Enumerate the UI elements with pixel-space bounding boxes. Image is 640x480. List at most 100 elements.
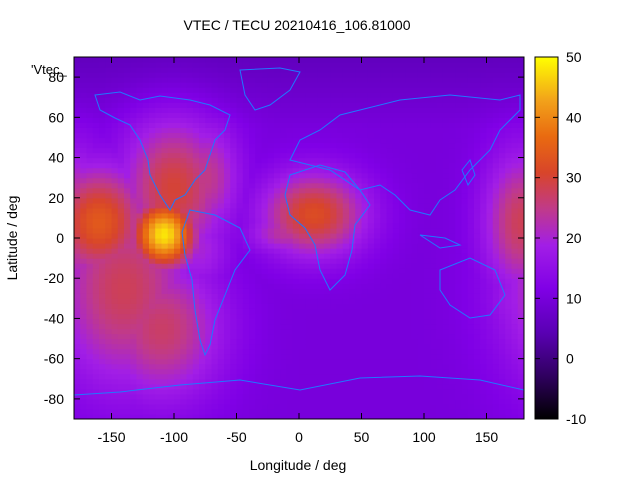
heat-cell [211,77,219,83]
heat-cell [492,353,500,360]
heat-cell [305,152,313,159]
heat-cell [236,77,244,83]
heat-cell [224,338,231,345]
heat-cell [142,383,150,390]
heat-cell [167,378,175,385]
heat-cell [467,243,475,249]
heat-cell [367,323,375,330]
heat-cell [299,388,306,395]
heat-cell [255,373,263,380]
heat-cell [155,363,163,370]
heat-cell [330,72,338,78]
heat-cell [130,207,138,214]
heat-cell [180,162,188,169]
heat-cell [211,202,219,209]
heat-cell [505,288,513,294]
heat-cell [111,378,119,385]
heat-cell [292,288,300,294]
heat-cell [380,358,388,365]
heat-cell [142,187,150,194]
heat-cell [442,212,450,219]
heat-cell [417,328,425,335]
heat-cell [155,162,163,169]
heat-cell [486,413,494,419]
heat-cell [117,358,125,365]
heat-cell [217,137,225,144]
heat-cell [249,82,256,88]
heat-cell [430,67,438,73]
heat-cell [92,232,100,239]
heat-cell [299,383,306,390]
heat-cell [430,77,438,83]
heat-cell [367,117,375,123]
heat-cell [411,122,419,128]
heat-cell [167,358,175,365]
heat-cell [286,248,294,254]
heat-cell [299,258,306,264]
heat-cell [211,343,219,350]
heat-cell [86,373,94,380]
heat-cell [499,323,506,330]
heat-cell [211,57,219,63]
heat-cell [124,298,131,304]
heat-cell [311,112,319,118]
heat-cell [411,268,419,274]
heat-cell [317,222,325,229]
heat-cell [174,328,181,335]
heat-cell [249,112,256,118]
heat-cell [261,413,269,419]
heat-cell [261,373,269,380]
heat-cell [305,243,313,249]
heat-cell [186,243,194,249]
heat-cell [486,408,494,415]
heat-cell [280,413,288,419]
heat-cell [349,303,356,309]
heat-cell [286,358,294,365]
heat-cell [274,62,281,68]
heat-cell [86,77,94,83]
heat-cell [324,343,331,350]
heat-cell [242,72,250,78]
heat-cell [242,192,250,199]
heat-cell [205,187,213,194]
heat-cell [474,72,481,78]
heat-cell [380,413,388,419]
heat-cell [255,313,263,320]
heat-cell [411,348,419,355]
heat-cell [405,238,413,244]
heat-cell [155,87,163,93]
heat-cell [161,87,169,93]
heat-cell [461,323,469,330]
heat-cell [342,62,350,68]
heat-cell [361,273,369,279]
heat-cell [167,253,175,259]
heat-cell [155,152,163,159]
heat-cell [330,313,338,320]
heat-cell [167,413,175,419]
heat-cell [80,298,88,304]
heat-cell [405,117,413,123]
heat-cell [486,313,494,320]
heat-cell [342,222,350,229]
heat-cell [305,313,313,320]
heat-cell [367,157,375,164]
heat-cell [217,303,225,309]
heat-cell [174,57,181,63]
heat-cell [305,293,313,299]
heat-cell [355,222,363,229]
heat-cell [111,82,119,88]
heat-cell [274,202,281,209]
heat-cell [305,288,313,294]
heat-cell [80,243,88,249]
heat-cell [336,172,344,179]
heat-cell [105,363,113,370]
heat-cell [186,288,194,294]
heat-cell [480,373,488,380]
heat-cell [361,413,369,419]
heat-cell [386,97,394,103]
heat-cell [336,67,344,73]
heat-cell [380,308,388,315]
heat-cell [149,222,156,229]
heat-cell [80,303,88,309]
heat-cell [117,177,125,184]
